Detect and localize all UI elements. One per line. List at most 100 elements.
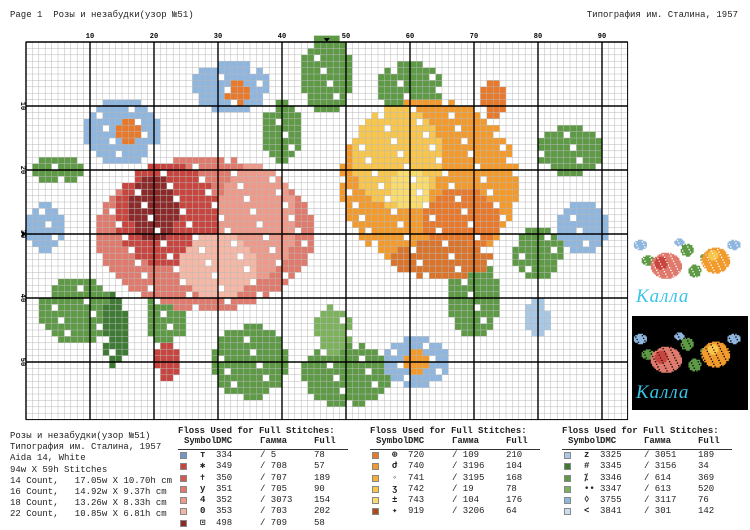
swatch — [372, 485, 379, 493]
stitch-area — [727, 333, 741, 345]
floss-header: Symbol DMC Гамма Full — [370, 436, 540, 450]
stitch-area — [688, 264, 702, 278]
symbol: # — [584, 461, 590, 472]
info-line: 18 Count, 13.26w X 8.33h cm — [10, 498, 167, 509]
floss-row: ✱ 349 / 708 57 — [178, 461, 348, 472]
symbol: ± — [392, 495, 398, 506]
dmc: 3755 — [600, 495, 622, 506]
dmc: 498 — [216, 517, 233, 528]
info-line: 16 Count, 14.92w X 9.37h cm — [10, 487, 167, 498]
full: 76 — [698, 495, 709, 506]
stitch-area — [633, 239, 647, 251]
stitch-area — [633, 333, 647, 345]
swatch — [564, 474, 571, 482]
full: 142 — [698, 506, 715, 517]
floss-row: ◊ 3755 / 3117 76 — [562, 495, 732, 506]
gamma: / 3073 — [260, 495, 293, 506]
swatch — [180, 497, 187, 505]
full: 520 — [698, 483, 715, 494]
floss-title: Floss Used for Full Stitches: — [370, 426, 527, 436]
swatch — [372, 474, 379, 482]
stitch-area — [708, 344, 719, 355]
dmc: 3345 — [600, 461, 622, 472]
dmc: 351 — [216, 483, 233, 494]
full: 78 — [314, 450, 325, 460]
swatch — [180, 485, 187, 493]
info-line: 14 Count, 17.05w X 10.70h cm — [10, 475, 173, 486]
dmc: 740 — [408, 461, 425, 472]
gamma: / 5 — [260, 450, 277, 460]
thumb-caption: Калла — [636, 382, 690, 403]
symbol: ⊕ — [392, 450, 398, 460]
column-label: 20 — [150, 33, 158, 41]
swatch — [564, 497, 571, 505]
swatch — [372, 463, 379, 471]
floss-table: Floss Used for Full Stitches: Symbol DMC Га… — [178, 426, 348, 529]
stitch-area — [680, 337, 694, 351]
swatch — [564, 452, 571, 459]
floss-header: Symbol DMC Гамма Full — [562, 436, 732, 450]
column-label: 10 — [86, 33, 94, 41]
full: 90 — [314, 483, 325, 494]
header-left: Page 1 Розы и незабудки(узор №51) — [10, 10, 194, 20]
floss-row: ◦ 741 / 3195 168 — [370, 473, 540, 484]
dmc: 349 — [216, 461, 233, 472]
symbol: ʒ — [392, 483, 398, 494]
swatch — [180, 474, 187, 482]
full: 189 — [314, 472, 331, 483]
floss-table: Floss Used for Full Stitches: Symbol DMC Га… — [562, 426, 732, 518]
swatch — [180, 519, 187, 527]
swatch — [180, 508, 187, 516]
stitch-area — [680, 243, 694, 257]
symbol: ⁒ — [584, 472, 589, 483]
full: 168 — [506, 472, 523, 483]
symbol: ✝ — [200, 472, 206, 483]
row-label: 20 — [18, 166, 26, 174]
stitch-area — [688, 358, 702, 372]
dmc: 742 — [408, 483, 425, 494]
full: 58 — [314, 517, 325, 528]
dmc: 3346 — [600, 472, 622, 483]
row-label: 10 — [18, 102, 26, 110]
thumb-caption: Калла — [636, 286, 690, 307]
symbol: ◦ — [392, 472, 398, 483]
column-label: 50 — [342, 33, 350, 41]
dmc: 720 — [408, 450, 425, 460]
column-label: 60 — [406, 33, 414, 41]
symbol: 0 — [200, 506, 206, 517]
gamma: / 705 — [260, 483, 288, 494]
grid-fine — [26, 42, 628, 420]
column-label: 80 — [534, 33, 542, 41]
symbol: < — [584, 506, 590, 517]
dmc: 353 — [216, 506, 233, 517]
floss-row: у 351 / 705 90 — [178, 484, 348, 495]
column-label: 70 — [470, 33, 478, 41]
gamma: / 614 — [644, 472, 672, 483]
column-header: Symbol — [376, 436, 409, 446]
floss-row: ⁒ 3346 / 614 369 — [562, 473, 732, 484]
gamma: / 3117 — [644, 495, 677, 506]
floss-header: Symbol DMC Гамма Full — [178, 436, 348, 450]
swatch — [564, 463, 571, 471]
column-header: Full — [698, 436, 720, 446]
symbol: ◊ — [584, 495, 590, 506]
dmc: 3347 — [600, 483, 622, 494]
swatch — [564, 485, 571, 493]
gamma: / 3195 — [452, 472, 485, 483]
full: 104 — [506, 461, 523, 472]
symbol: ⊡ — [200, 517, 206, 528]
column-label: 90 — [598, 33, 606, 41]
floss-row: ±743 / 104 176 — [370, 495, 540, 506]
gamma: / 3051 — [644, 450, 677, 460]
symbol: z — [584, 450, 590, 460]
symbol: •• — [584, 483, 595, 494]
symbol: т — [200, 450, 206, 460]
dmc: 3841 — [600, 506, 622, 517]
swatch — [180, 452, 187, 459]
column-label: 40 — [278, 33, 286, 41]
dmc: 743 — [408, 495, 425, 506]
floss-title: Floss Used for Full Stitches: — [562, 426, 719, 436]
stitch-area — [674, 238, 685, 247]
thumbnail — [632, 222, 748, 316]
